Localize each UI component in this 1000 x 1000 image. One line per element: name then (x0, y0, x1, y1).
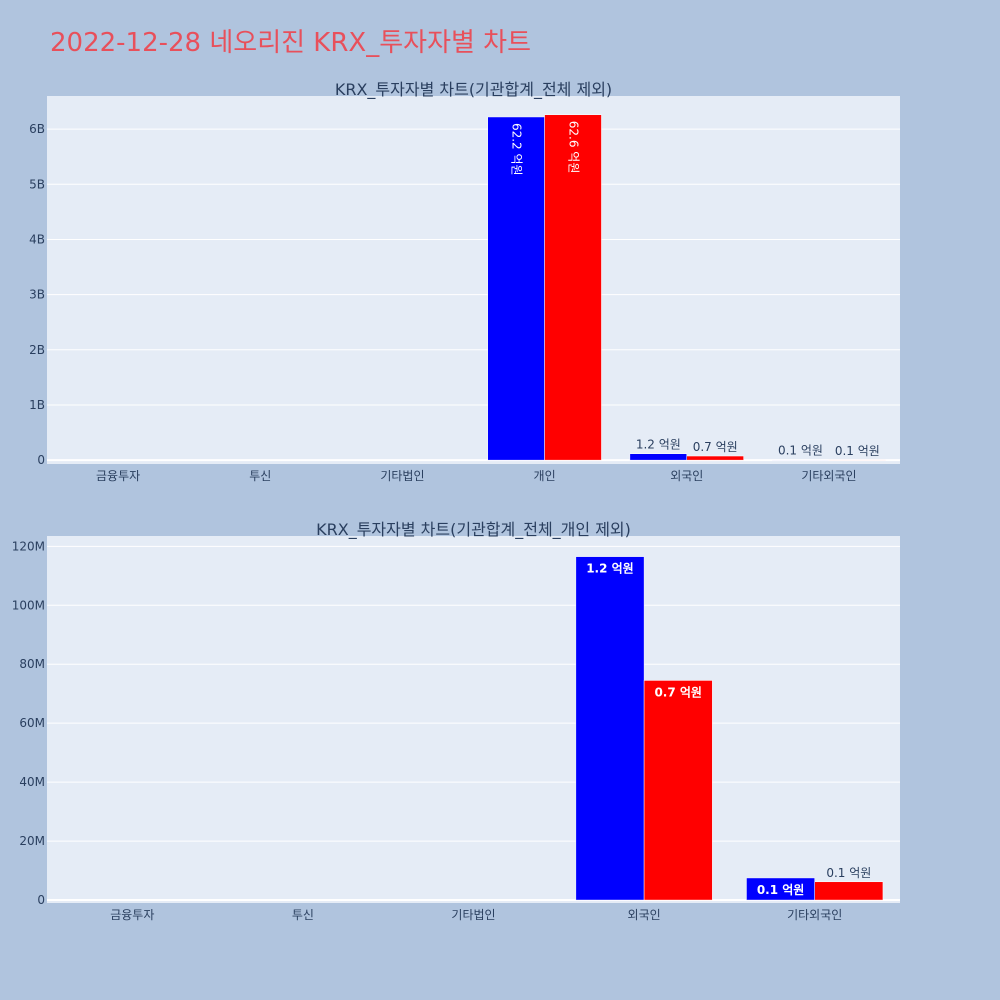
data-label: 0.1 억원 (757, 883, 805, 897)
y-tick-label: 0 (37, 893, 45, 907)
y-tick-label: 100M (12, 598, 45, 612)
chart-title: KRX_투자자별 차트(기관합계_전체 제외) (335, 80, 612, 100)
chart-1-all-investors: KRX_투자자별 차트(기관합계_전체 제외) 0 1B 2B 3B 4B 5B 6B 금융투자… (29, 80, 900, 483)
y-tick-label: 2B (29, 343, 45, 357)
y-tick-label: 0 (37, 453, 45, 467)
bar (686, 455, 744, 461)
x-tick-label: 기타법인 (451, 908, 495, 922)
y-tick-label: 1B (29, 398, 45, 412)
y-tick-label: 120M (12, 539, 45, 553)
plot-area (47, 96, 900, 464)
x-tick-label: 외국인 (670, 469, 703, 483)
x-tick-label: 기타외국인 (787, 908, 842, 922)
data-label: 1.2 억원 (636, 438, 681, 452)
x-tick-label: 개인 (534, 469, 556, 483)
y-tick-label: 20M (19, 834, 45, 848)
data-label: 0.1 억원 (835, 444, 880, 458)
x-tick-label: 기타법인 (380, 469, 424, 483)
data-label: 0.1 억원 (778, 444, 823, 458)
bar (814, 881, 884, 901)
data-label: 62.2 억원 (510, 123, 524, 176)
bar (643, 680, 713, 901)
bar (575, 556, 645, 901)
y-tick-label: 40M (19, 775, 45, 789)
y-tick-label: 5B (29, 177, 45, 191)
data-label: 0.7 억원 (693, 440, 738, 454)
y-tick-label: 6B (29, 122, 45, 136)
bar (544, 114, 602, 461)
data-label: 1.2 억원 (586, 562, 634, 576)
x-tick-label: 금융투자 (96, 469, 140, 483)
x-tick-label: 금융투자 (110, 908, 154, 922)
bar (629, 453, 688, 461)
data-label: 0.7 억원 (654, 685, 702, 699)
data-label: 0.1 억원 (826, 866, 871, 880)
y-tick-label: 60M (19, 716, 45, 730)
data-label: 62.6 억원 (567, 121, 581, 174)
page-title: 2022-12-28 네오리진 KRX_투자자별 차트 (50, 28, 532, 58)
x-tick-label: 기타외국인 (801, 469, 856, 483)
chart-title: KRX_투자자별 차트(기관합계_전체_개인 제외) (316, 520, 631, 540)
y-tick-label: 80M (19, 657, 45, 671)
y-tick-label: 4B (29, 232, 45, 246)
bar (487, 116, 545, 461)
x-tick-label: 외국인 (628, 908, 661, 922)
chart-2-excluding-individuals: KRX_투자자별 차트(기관합계_전체_개인 제외) 0 20M 40M 60M 80M 1… (12, 520, 900, 922)
plot-area (47, 536, 900, 903)
x-tick-label: 투신 (292, 908, 314, 922)
y-tick-label: 3B (29, 288, 45, 302)
x-tick-label: 투신 (249, 469, 271, 483)
